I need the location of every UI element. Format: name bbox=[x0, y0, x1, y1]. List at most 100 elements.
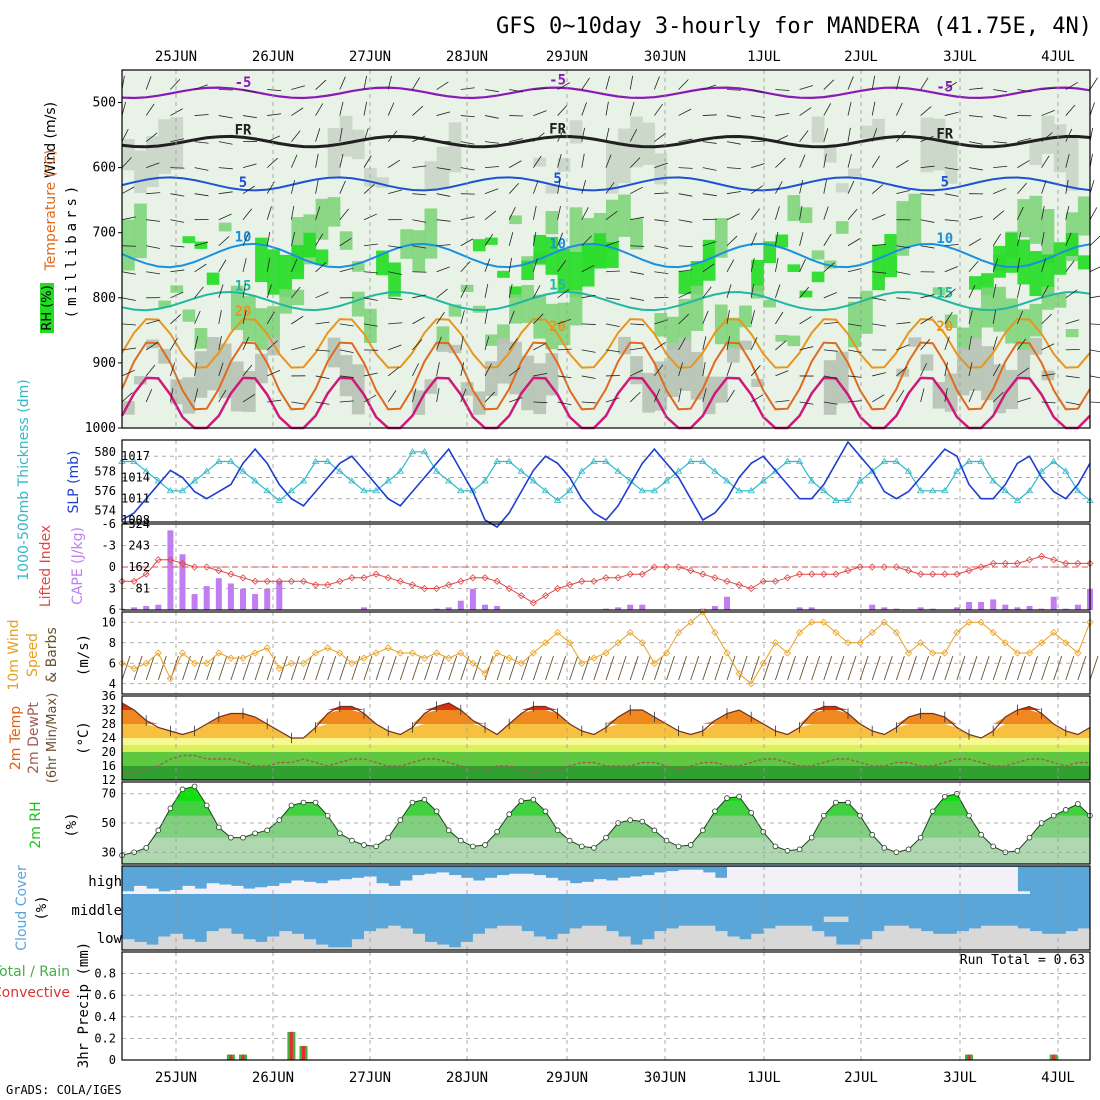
top-date-label: 27JUN bbox=[349, 49, 391, 65]
wind-barb-10m bbox=[399, 655, 409, 681]
rh-cell bbox=[339, 355, 353, 397]
slp-panel-labels: 1000-500mb Thickness (dm) SLP (mb) bbox=[16, 379, 82, 580]
wind-barb-10m bbox=[1041, 655, 1051, 681]
lifted-index-marker bbox=[699, 570, 707, 578]
wind-barb bbox=[654, 271, 669, 275]
wind-barb bbox=[436, 288, 448, 299]
wind-barb bbox=[823, 103, 832, 116]
cloud-cell bbox=[642, 875, 655, 894]
wind-barb bbox=[145, 103, 155, 116]
rh-cell bbox=[485, 237, 498, 245]
cloud-cell bbox=[303, 881, 317, 894]
rh-cell bbox=[472, 391, 486, 415]
cape-bar bbox=[155, 604, 162, 610]
wind-barb bbox=[194, 84, 208, 90]
rh-cell bbox=[654, 313, 668, 337]
wind-barb bbox=[630, 347, 645, 351]
wind-barb-10m bbox=[218, 655, 228, 681]
wind-barb bbox=[605, 270, 621, 273]
wind-barb bbox=[339, 375, 354, 378]
wind-barb bbox=[1017, 137, 1032, 142]
wind-barb bbox=[920, 165, 935, 169]
rh-cell bbox=[690, 285, 704, 331]
wind-barb bbox=[702, 167, 717, 171]
rh-cell bbox=[327, 128, 341, 179]
rh-cell bbox=[1017, 349, 1031, 377]
rh-marker bbox=[155, 827, 162, 834]
cloud-cell bbox=[606, 880, 619, 894]
rh-cell bbox=[630, 116, 643, 168]
wind-barb bbox=[170, 78, 181, 90]
wind-barb bbox=[508, 310, 515, 324]
cape-bar bbox=[1062, 608, 1069, 610]
wind-speed-marker bbox=[904, 649, 913, 657]
wind-barb bbox=[436, 362, 440, 377]
cape-bar bbox=[966, 602, 972, 610]
panel-frame bbox=[121, 439, 1091, 523]
wind-speed-marker bbox=[1074, 649, 1082, 657]
rh-marker bbox=[917, 834, 924, 841]
wind-barb bbox=[315, 153, 319, 168]
wind-barb bbox=[775, 206, 780, 220]
bottom-date-labels: 25JUN 26JUN 27JUN 28JUN 29JUN 30JUN 1JUL… bbox=[155, 1070, 1075, 1086]
wind-barb bbox=[436, 388, 440, 403]
rh-cell bbox=[823, 360, 837, 415]
wind-barb bbox=[267, 89, 282, 92]
wind-barb bbox=[920, 245, 935, 249]
cape-bar bbox=[494, 606, 501, 610]
wind-barb bbox=[799, 401, 814, 405]
cloud-cell bbox=[351, 939, 365, 950]
wind-barb bbox=[387, 390, 397, 403]
wind-barb bbox=[1017, 310, 1024, 325]
wind-barb bbox=[218, 167, 233, 170]
wind-barb bbox=[1089, 180, 1095, 194]
wind-barb bbox=[1017, 89, 1032, 93]
cloud-cell bbox=[424, 873, 438, 894]
cloud-cell bbox=[666, 928, 680, 950]
rh-cell bbox=[400, 229, 413, 259]
temp-panel-labels: 2m Temp 2m DewPt (6hr Min/Max) (°C) bbox=[8, 693, 92, 783]
wind-barb-10m bbox=[690, 655, 700, 681]
rh-cell bbox=[1017, 199, 1031, 238]
lifted-index-marker bbox=[142, 570, 150, 578]
wind-barb bbox=[1017, 232, 1022, 246]
wind-barb bbox=[121, 347, 136, 351]
rh-cell bbox=[134, 150, 147, 194]
wind-barb bbox=[557, 348, 572, 351]
wind-barb bbox=[847, 323, 862, 327]
lifted-index-marker bbox=[493, 577, 501, 585]
wind-barb-10m bbox=[726, 655, 736, 681]
wind-barb bbox=[484, 233, 494, 246]
upper-legend-temp: Temperature (°C) bbox=[43, 150, 59, 272]
wind-barb-10m bbox=[1065, 655, 1075, 681]
wind-barb bbox=[291, 286, 301, 299]
cloud-cell bbox=[630, 944, 643, 950]
wind-barb bbox=[339, 101, 344, 116]
isotherm-line bbox=[121, 176, 1091, 192]
thickness-marker bbox=[614, 467, 622, 474]
wind-barb bbox=[242, 394, 255, 403]
rh-marker bbox=[494, 828, 500, 835]
wind-speed-marker bbox=[783, 649, 792, 657]
wind-barb bbox=[170, 108, 183, 116]
wind-barb bbox=[654, 76, 660, 90]
wind-barb bbox=[194, 336, 199, 350]
rh-marker bbox=[228, 834, 234, 841]
wind-speed-marker bbox=[808, 618, 816, 626]
isotherm-label: FR bbox=[235, 122, 252, 138]
cloud-cell bbox=[291, 880, 304, 894]
wind-barb bbox=[750, 232, 757, 246]
wind-barb bbox=[702, 336, 707, 350]
wind-barb bbox=[508, 232, 514, 246]
wind-barb bbox=[654, 388, 661, 403]
wind-barb-10m bbox=[557, 655, 567, 681]
rh-cell bbox=[521, 256, 534, 265]
wind-barb bbox=[170, 269, 185, 273]
wind-barb bbox=[751, 163, 765, 169]
rh-cell bbox=[1029, 337, 1043, 355]
wind-barb bbox=[630, 297, 645, 301]
rh-cell bbox=[896, 201, 910, 256]
slp-line bbox=[121, 440, 1091, 529]
cloud-cell bbox=[702, 872, 716, 894]
thickness-marker bbox=[578, 467, 586, 474]
